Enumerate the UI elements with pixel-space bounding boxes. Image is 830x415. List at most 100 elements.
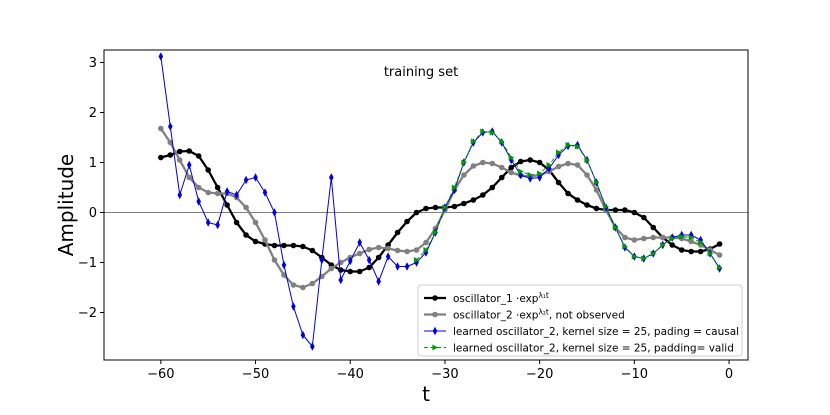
series-1-point — [650, 224, 657, 231]
series-4-point — [612, 224, 619, 231]
series-4-point — [461, 159, 467, 166]
series-1-point — [678, 247, 685, 253]
x-tick-label: −60 — [147, 367, 174, 382]
plot-frame — [103, 49, 749, 361]
series-1-point — [612, 207, 619, 213]
legend-entry: oscillator_2 ·expλ₂t, not observed — [424, 307, 625, 321]
series-1-point — [290, 242, 297, 249]
series-1-point — [508, 164, 515, 171]
series-1-point — [584, 202, 590, 208]
series-2-point — [375, 244, 382, 251]
legend-entries: oscillator_1 ·expλ₁t oscillator_2 ·expλ₂t… — [424, 291, 739, 354]
series-1-point — [669, 242, 676, 248]
series-4-point — [669, 235, 676, 242]
legend-marker — [432, 311, 438, 318]
series-4-point — [489, 129, 496, 136]
series-1-point — [233, 219, 240, 226]
series-4-point — [603, 203, 609, 210]
series-3-point — [395, 262, 400, 271]
y-axis-label: Amplitude — [54, 154, 78, 257]
series-4-point — [688, 234, 695, 241]
series-3-point — [300, 330, 306, 340]
series-2-point — [413, 247, 420, 253]
series-4-point — [574, 143, 581, 150]
x-tick-label: −40 — [337, 367, 364, 382]
series-3-point — [328, 173, 334, 182]
x-ticks: −60 −50 −40 −30 −20 −10 0 — [147, 360, 733, 382]
series-1-point — [489, 184, 496, 191]
series-1-point — [176, 148, 183, 155]
series-3-point — [357, 238, 363, 247]
series-4-point — [527, 172, 534, 178]
series-1-point — [167, 152, 174, 158]
series-1-point — [480, 192, 486, 198]
legend-marker — [432, 295, 438, 301]
series-2-point — [508, 169, 515, 176]
series-3-point — [347, 256, 353, 266]
series-2-point — [262, 237, 268, 243]
series-2-point — [461, 172, 467, 178]
series-3-point — [310, 342, 315, 351]
series-4-point — [470, 138, 477, 145]
series-1-point — [281, 242, 287, 249]
series-2-point — [176, 157, 183, 163]
series-4 — [413, 128, 723, 271]
series-3-point — [234, 190, 239, 200]
series-4-point — [622, 243, 628, 250]
legend-label: learned oscillator_2, kernel size = 25, … — [453, 326, 739, 338]
series-3-point — [319, 255, 325, 265]
series-2-point — [650, 234, 657, 241]
chart-annotation: training set — [384, 65, 458, 80]
series-2-point — [167, 139, 174, 146]
series-1-point — [517, 158, 524, 165]
series-3-point — [186, 160, 192, 170]
series-2-point — [404, 248, 410, 255]
series-2-point — [205, 189, 211, 196]
series-1-point — [593, 205, 600, 212]
series-1-point — [347, 268, 354, 275]
series-3-point — [205, 218, 211, 227]
series-3-point — [243, 175, 249, 185]
series-2-point — [593, 187, 600, 193]
series-4-point — [593, 179, 600, 186]
series-2-point — [565, 160, 571, 167]
series-4-point — [442, 204, 448, 211]
series-2-point — [356, 250, 363, 257]
series-2-point — [309, 280, 316, 287]
series-2-point — [498, 164, 505, 171]
series-1-point — [716, 241, 723, 247]
series-1-point — [565, 190, 571, 197]
series-2-point — [186, 174, 193, 181]
series-3-point — [291, 302, 296, 311]
series-2-point — [470, 163, 477, 169]
x-tick-label: −50 — [242, 367, 269, 382]
series-3-point — [224, 187, 230, 196]
series-1-point — [243, 232, 249, 238]
series-1-point — [451, 203, 458, 210]
series-1-point — [337, 267, 344, 273]
series-2-point — [195, 184, 202, 191]
series-2-point — [641, 235, 647, 242]
series-4-point — [650, 250, 657, 257]
series-4-point — [546, 162, 553, 168]
series-3-point — [376, 277, 381, 286]
series-1-point — [186, 148, 193, 154]
series-2-point — [423, 239, 429, 246]
series-2-point — [394, 247, 401, 254]
series-3-point — [177, 190, 183, 200]
series-2-point — [480, 159, 486, 166]
series-4-point — [641, 255, 647, 262]
y-tick-label: 2 — [89, 106, 97, 121]
series-4-point — [537, 170, 543, 177]
series-1-point — [688, 248, 694, 255]
x-axis-label: t — [422, 382, 430, 406]
x-tick-label: −20 — [526, 367, 553, 382]
series-1-point — [309, 247, 316, 254]
series-3-point — [253, 173, 258, 182]
series-4-point — [499, 138, 505, 145]
series-2-point — [584, 172, 590, 178]
series-3-point — [546, 164, 552, 173]
y-tick-label: 0 — [89, 206, 97, 221]
series-4-point — [584, 157, 590, 163]
